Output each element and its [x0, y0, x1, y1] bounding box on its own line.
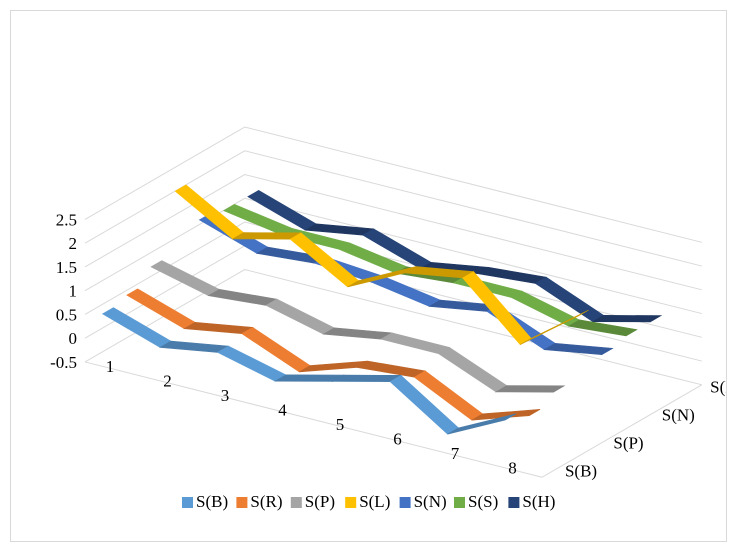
chart-frame: 2.5 2 1.5 1 0.5 0 -0.5 1 2 3 4 5 6 7 8 S(B) S(P) S(N) S(H)…: [10, 10, 727, 542]
floor-edges: [84, 361, 703, 478]
depth-tick-label: S(P): [613, 433, 643, 452]
legend-swatch: [399, 497, 411, 508]
gridline: [84, 126, 702, 243]
series-ribbon: [150, 260, 566, 393]
legend-swatch: [290, 497, 302, 508]
ribbon-segment: [207, 289, 278, 306]
legend-item: S(N): [399, 492, 447, 511]
legend-item: S(L): [345, 492, 390, 511]
legend-swatch: [236, 497, 248, 508]
x-axis: 1 2 3 4 5 6 7 8: [106, 357, 517, 478]
x-tick-label: 1: [106, 357, 115, 376]
series-ribbons: [101, 184, 663, 435]
ribbon-segment: [437, 346, 508, 393]
legend-label: S(L): [359, 492, 390, 511]
gridline: [84, 174, 702, 291]
y-axis: 2.5 2 1.5 1 0.5 0 -0.5: [50, 210, 77, 372]
y-tick-label: 2: [69, 234, 78, 253]
series-ribbon: [101, 307, 517, 435]
y-tick-label: 1: [69, 282, 78, 301]
ribbon-segment: [355, 360, 427, 378]
gridlines: [84, 126, 702, 386]
chart-3d-line: 2.5 2 1.5 1 0.5 0 -0.5 1 2 3 4 5 6 7 8 S(B) S(P) S(N) S(H)…: [50, 126, 726, 511]
ribbon-segment: [520, 309, 589, 345]
x-tick-label: 2: [163, 371, 172, 390]
ribbon-segment: [265, 298, 335, 335]
gridline: [84, 221, 702, 338]
x-tick-label: 7: [451, 444, 460, 463]
y-tick-label: 2.5: [56, 210, 77, 229]
legend-item: S(R): [236, 492, 283, 511]
ribbon-segment: [371, 275, 441, 307]
ribbon-segment: [159, 340, 230, 353]
series-ribbon: [174, 184, 589, 346]
ribbon-segment: [299, 360, 368, 373]
ribbon-segment: [447, 413, 517, 435]
ribbon-segment: [543, 343, 614, 355]
ribbon-segment: [567, 319, 638, 337]
ribbon-segment: [304, 223, 375, 236]
ribbon-segment: [494, 385, 566, 393]
ribbon-segment: [476, 267, 548, 284]
legend-item: S(P): [290, 492, 335, 511]
y-tick-label: 0.5: [56, 305, 77, 324]
x-tick-label: 6: [393, 429, 402, 448]
ribbon-segment: [322, 327, 393, 340]
ribbon-segment: [380, 332, 451, 354]
series-ribbon: [247, 190, 663, 323]
legend-label: S(S): [468, 492, 498, 511]
y-tick-label: 0: [69, 329, 78, 348]
x-tick-label: 5: [336, 415, 345, 434]
legend-label: S(H): [522, 492, 555, 511]
legend-item: S(S): [454, 492, 498, 511]
ribbon-segment: [331, 374, 403, 382]
y-tick-label: 1.5: [56, 258, 77, 277]
depth-tick-label: S(H): [710, 377, 726, 396]
ribbon-segment: [273, 374, 345, 382]
depth-axis: S(B) S(P) S(N) S(H): [565, 377, 726, 480]
legend-label: S(R): [250, 492, 282, 511]
ribbon-segment: [231, 232, 303, 240]
y-tick-label: -0.5: [50, 353, 77, 372]
floor-side-edge: [541, 384, 703, 478]
series-ribbon: [126, 288, 541, 421]
legend-swatch: [182, 497, 193, 508]
legend: S(B) S(R) S(P) S(L) S(N) S(S) S(H): [182, 492, 555, 511]
gridline: [84, 150, 702, 267]
floor-front-edge: [84, 361, 543, 478]
legend-item: S(H): [508, 492, 555, 511]
legend-swatch: [454, 497, 465, 508]
ribbon-segment: [183, 322, 254, 334]
ribbon-segment: [591, 315, 663, 323]
x-tick-label: 3: [221, 386, 230, 405]
legend-label: S(B): [196, 492, 228, 511]
depth-tick-label: S(N): [662, 405, 695, 424]
legend-label: S(N): [414, 492, 447, 511]
x-tick-label: 4: [278, 400, 287, 419]
legend-swatch: [345, 497, 357, 508]
legend-label: S(P): [305, 492, 335, 511]
depth-tick-label: S(B): [565, 461, 597, 480]
gridline: [84, 197, 702, 315]
x-tick-label: 8: [508, 458, 517, 477]
legend-swatch: [508, 497, 520, 508]
legend-item: S(B): [182, 492, 228, 511]
